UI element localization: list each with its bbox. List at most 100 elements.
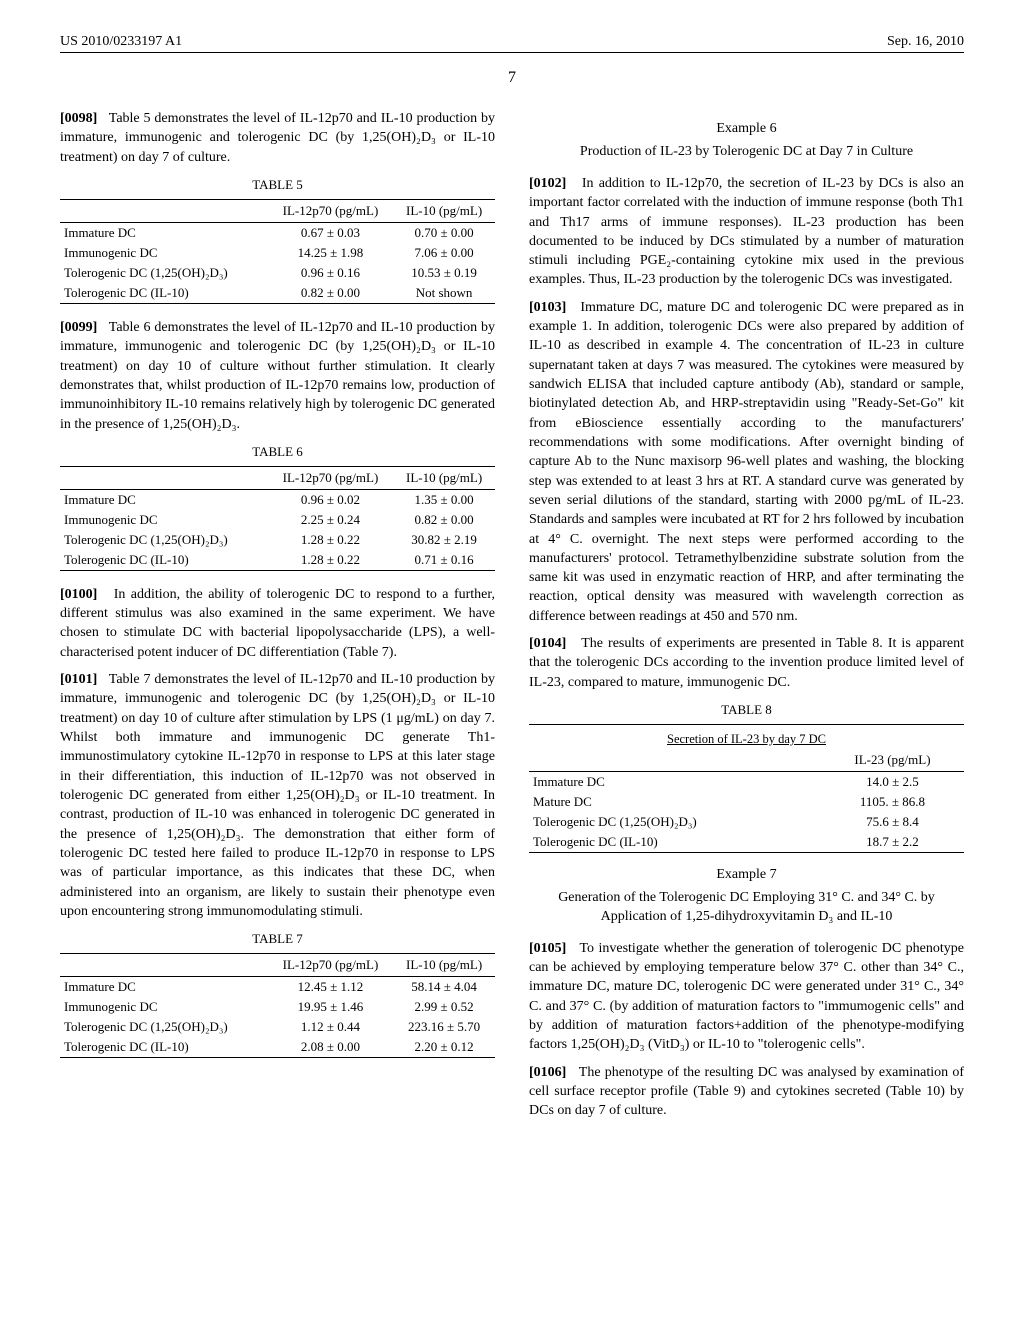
- table-cell: Immature DC: [60, 977, 268, 998]
- table-cell: 75.6 ± 8.4: [821, 812, 964, 832]
- table-cell: Immature DC: [529, 772, 821, 793]
- table-8-subcaption: Secretion of IL-23 by day 7 DC: [667, 732, 826, 746]
- table-cell: 0.71 ± 0.16: [393, 550, 495, 571]
- table-cell: 0.96 ± 0.02: [268, 489, 393, 510]
- para-num-0101: [0101]: [60, 672, 97, 687]
- para-num-0106: [0106]: [529, 1065, 566, 1080]
- publication-date: Sep. 16, 2010: [887, 34, 964, 50]
- table-cell: 58.14 ± 4.04: [393, 977, 495, 998]
- table-cell: Immunogenic DC: [60, 510, 268, 530]
- table-8-caption: TABLE 8: [529, 702, 964, 718]
- left-column: [0098] Table 5 demonstrates the level of…: [60, 109, 495, 1129]
- table-header: IL-10 (pg/mL): [393, 199, 495, 222]
- paragraph-0106: [0106] The phenotype of the resulting DC…: [529, 1063, 964, 1121]
- table-cell: Tolerogenic DC (IL-10): [60, 550, 268, 571]
- para-text-0105: To investigate whether the generation of…: [529, 941, 964, 1053]
- header-rule: [60, 52, 964, 53]
- table-5-caption: TABLE 5: [60, 177, 495, 193]
- table-cell: Tolerogenic DC (IL-10): [529, 832, 821, 853]
- para-num-0102: [0102]: [529, 176, 566, 191]
- para-text-0102: In addition to IL-12p70, the secretion o…: [529, 176, 964, 288]
- para-text-0106: The phenotype of the resulting DC was an…: [529, 1065, 964, 1119]
- para-text-0098: Table 5 demonstrates the level of IL-12p…: [60, 111, 495, 165]
- paragraph-0103: [0103] Immature DC, mature DC and tolero…: [529, 298, 964, 626]
- table-cell: 14.25 ± 1.98: [268, 243, 393, 263]
- table-cell: 2.20 ± 0.12: [393, 1037, 495, 1058]
- paragraph-0105: [0105] To investigate whether the genera…: [529, 939, 964, 1055]
- paragraph-0102: [0102] In addition to IL-12p70, the secr…: [529, 174, 964, 290]
- table-cell: 14.0 ± 2.5: [821, 772, 964, 793]
- table-header: [60, 954, 268, 977]
- table-8: TABLE 8 Secretion of IL-23 by day 7 DC I…: [529, 702, 964, 853]
- table-header: IL-23 (pg/mL): [821, 749, 964, 772]
- table-7: TABLE 7 IL-12p70 (pg/mL) IL-10 (pg/mL) I…: [60, 931, 495, 1058]
- table-cell: 7.06 ± 0.00: [393, 243, 495, 263]
- para-num-0099: [0099]: [60, 320, 97, 335]
- table-cell: Immature DC: [60, 489, 268, 510]
- table-cell: 223.16 ± 5.70: [393, 1017, 495, 1037]
- table-6: TABLE 6 IL-12p70 (pg/mL) IL-10 (pg/mL) I…: [60, 444, 495, 571]
- table-cell: Not shown: [393, 283, 495, 304]
- table-cell: Immunogenic DC: [60, 243, 268, 263]
- paragraph-0104: [0104] The results of experiments are pr…: [529, 634, 964, 692]
- table-cell: 2.25 ± 0.24: [268, 510, 393, 530]
- table-cell: Tolerogenic DC (1,25(OH)₂D₃): [529, 812, 821, 832]
- table-cell: 1.28 ± 0.22: [268, 530, 393, 550]
- para-text-0101: Table 7 demonstrates the level of IL-12p…: [60, 672, 495, 919]
- publication-number: US 2010/0233197 A1: [60, 34, 182, 50]
- table-8-body: Secretion of IL-23 by day 7 DC IL-23 (pg…: [529, 724, 964, 853]
- table-5: TABLE 5 IL-12p70 (pg/mL) IL-10 (pg/mL) I…: [60, 177, 495, 304]
- page-header: US 2010/0233197 A1 Sep. 16, 2010: [60, 34, 964, 50]
- paragraph-0098: [0098] Table 5 demonstrates the level of…: [60, 109, 495, 167]
- table-cell: 0.82 ± 0.00: [268, 283, 393, 304]
- paragraph-0100: [0100] In addition, the ability of toler…: [60, 585, 495, 662]
- example-6-title: Example 6: [529, 121, 964, 137]
- para-num-0100: [0100]: [60, 587, 97, 602]
- page-number: 7: [60, 69, 964, 87]
- table-cell: 1.12 ± 0.44: [268, 1017, 393, 1037]
- table-cell: Tolerogenic DC (1,25(OH)₂D₃): [60, 263, 268, 283]
- para-text-0104: The results of experiments are presented…: [529, 636, 964, 690]
- table-cell: Tolerogenic DC (IL-10): [60, 283, 268, 304]
- table-header: IL-12p70 (pg/mL): [268, 199, 393, 222]
- table-cell: 1.35 ± 0.00: [393, 489, 495, 510]
- table-6-caption: TABLE 6: [60, 444, 495, 460]
- table-cell: 2.08 ± 0.00: [268, 1037, 393, 1058]
- example-6-subtitle: Production of IL-23 by Tolerogenic DC at…: [529, 143, 964, 162]
- table-cell: 0.96 ± 0.16: [268, 263, 393, 283]
- table-cell: 1.28 ± 0.22: [268, 550, 393, 571]
- para-text-0103: Immature DC, mature DC and tolerogenic D…: [529, 300, 964, 624]
- table-cell: Immunogenic DC: [60, 997, 268, 1017]
- table-header: [60, 466, 268, 489]
- table-header: IL-12p70 (pg/mL): [268, 954, 393, 977]
- table-cell: 0.82 ± 0.00: [393, 510, 495, 530]
- paragraph-0099: [0099] Table 6 demonstrates the level of…: [60, 318, 495, 434]
- para-num-0104: [0104]: [529, 636, 566, 651]
- para-num-0105: [0105]: [529, 941, 566, 956]
- right-column: Example 6 Production of IL-23 by Tolerog…: [529, 109, 964, 1129]
- example-7-subtitle: Generation of the Tolerogenic DC Employi…: [529, 889, 964, 927]
- table-header: IL-12p70 (pg/mL): [268, 466, 393, 489]
- table-header: IL-10 (pg/mL): [393, 954, 495, 977]
- table-cell: 0.70 ± 0.00: [393, 222, 495, 243]
- content-columns: [0098] Table 5 demonstrates the level of…: [60, 109, 964, 1129]
- table-cell: 12.45 ± 1.12: [268, 977, 393, 998]
- paragraph-0101: [0101] Table 7 demonstrates the level of…: [60, 670, 495, 921]
- table-header: [60, 199, 268, 222]
- example-7-title: Example 7: [529, 867, 964, 883]
- table-header: [529, 749, 821, 772]
- table-cell: Mature DC: [529, 792, 821, 812]
- table-cell: 2.99 ± 0.52: [393, 997, 495, 1017]
- table-header: IL-10 (pg/mL): [393, 466, 495, 489]
- table-cell: Tolerogenic DC (IL-10): [60, 1037, 268, 1058]
- table-cell: Tolerogenic DC (1,25(OH)₂D₃): [60, 1017, 268, 1037]
- page: US 2010/0233197 A1 Sep. 16, 2010 7 [0098…: [0, 0, 1024, 1169]
- table-cell: 19.95 ± 1.46: [268, 997, 393, 1017]
- table-6-body: IL-12p70 (pg/mL) IL-10 (pg/mL) Immature …: [60, 466, 495, 571]
- para-num-0103: [0103]: [529, 300, 566, 315]
- table-cell: 30.82 ± 2.19: [393, 530, 495, 550]
- para-text-0100: In addition, the ability of tolerogenic …: [60, 587, 495, 660]
- para-text-0099: Table 6 demonstrates the level of IL-12p…: [60, 320, 495, 432]
- table-cell: 10.53 ± 0.19: [393, 263, 495, 283]
- table-7-caption: TABLE 7: [60, 931, 495, 947]
